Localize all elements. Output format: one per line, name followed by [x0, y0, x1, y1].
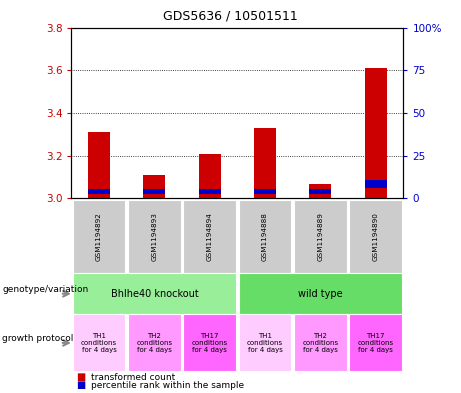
Text: GSM1194894: GSM1194894 [207, 212, 213, 261]
Text: GSM1194888: GSM1194888 [262, 212, 268, 261]
Text: wild type: wild type [298, 289, 343, 299]
Bar [199, 154, 221, 198]
Text: TH1
conditions
for 4 days: TH1 conditions for 4 days [81, 333, 117, 353]
Bar [199, 189, 221, 194]
Text: Bhlhe40 knockout: Bhlhe40 knockout [111, 289, 198, 299]
Text: GSM1194889: GSM1194889 [317, 212, 324, 261]
Text: genotype/variation: genotype/variation [2, 285, 89, 294]
Text: TH2
conditions
for 4 days: TH2 conditions for 4 days [136, 333, 172, 353]
Bar [143, 189, 165, 194]
Text: transformed count: transformed count [91, 373, 175, 382]
Text: TH17
conditions
for 4 days: TH17 conditions for 4 days [358, 333, 394, 353]
Bar [88, 189, 110, 194]
Text: GSM1194892: GSM1194892 [96, 212, 102, 261]
Bar [365, 180, 387, 188]
Bar [365, 68, 387, 198]
Text: GDS5636 / 10501511: GDS5636 / 10501511 [163, 10, 298, 23]
Text: GSM1194890: GSM1194890 [372, 212, 379, 261]
Bar [309, 189, 331, 194]
Text: growth protocol: growth protocol [2, 334, 74, 343]
Text: percentile rank within the sample: percentile rank within the sample [91, 381, 244, 390]
Text: TH17
conditions
for 4 days: TH17 conditions for 4 days [192, 333, 228, 353]
Text: ■: ■ [76, 380, 85, 390]
Bar [254, 189, 276, 194]
Bar [254, 128, 276, 198]
Text: TH2
conditions
for 4 days: TH2 conditions for 4 days [302, 333, 338, 353]
Text: TH1
conditions
for 4 days: TH1 conditions for 4 days [247, 333, 283, 353]
Text: ■: ■ [76, 372, 85, 382]
Bar [88, 132, 110, 198]
Bar [143, 175, 165, 198]
Bar [309, 184, 331, 198]
Text: GSM1194893: GSM1194893 [151, 212, 158, 261]
